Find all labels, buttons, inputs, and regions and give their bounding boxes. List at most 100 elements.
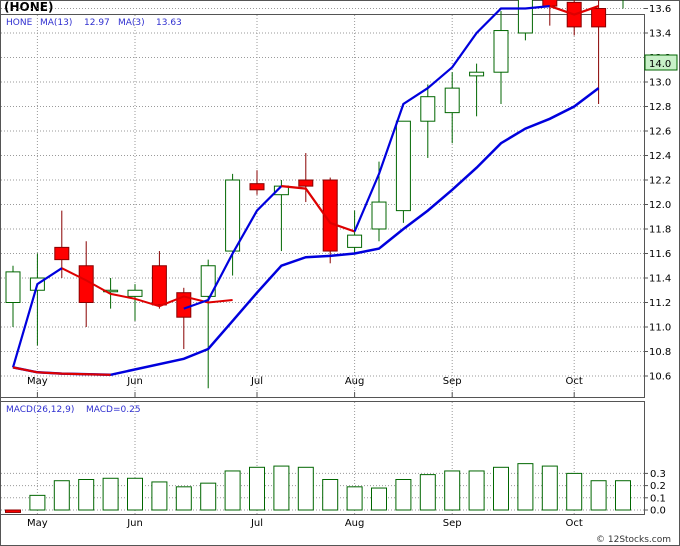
last-price-tag-value: 14.0	[649, 59, 671, 70]
price-y-tick-label: 10.6	[649, 372, 671, 383]
macd-bar	[224, 470, 241, 511]
price-y-tick-label: 12.6	[649, 127, 671, 138]
macd-bar	[590, 480, 607, 511]
price-y-tick-label: 11.2	[649, 298, 671, 309]
price-y-tick-label: 13.6	[649, 4, 671, 15]
price-x-tick-label: Jun	[126, 376, 143, 387]
price-panel: 10.6 10.8 11.0 11.2 11.4 11.6 11.8 12.0 12.2 12.4…	[0, 0, 678, 398]
price-y-tick-label: 12.0	[649, 200, 671, 211]
candle-down	[322, 179, 338, 252]
macd-bar	[541, 465, 558, 511]
credit-text: © 12Stocks.com	[596, 535, 671, 545]
price-x-tick-label: May	[27, 376, 48, 387]
price-y-tick-label: 12.4	[649, 151, 671, 162]
candle-up	[225, 179, 241, 252]
legend-ma3-label: MA(3)	[118, 18, 145, 28]
candle-up	[493, 30, 509, 73]
macd-bar	[346, 486, 363, 511]
legend-symbol: HONE	[6, 18, 33, 28]
macd-bar	[29, 494, 46, 511]
candlestick-series	[5, 0, 624, 389]
macd-bar	[566, 472, 583, 511]
legend-ma3-value: 13.63	[156, 18, 182, 28]
candle-down	[54, 246, 70, 261]
ma3-line-segment	[353, 5, 550, 232]
macd-x-tick-label: Oct	[566, 518, 583, 529]
macd-x-tick-label: Jun	[126, 518, 143, 529]
ma3-line-segment	[281, 185, 355, 233]
macd-bar	[175, 486, 192, 511]
price-y-tick-label: 11.4	[649, 274, 671, 285]
macd-bar	[200, 482, 217, 511]
macd-bar	[249, 466, 265, 511]
macd-bar	[517, 463, 534, 511]
price-y-tick-label: 10.8	[649, 347, 671, 358]
ma3-line-segment	[183, 185, 283, 310]
candle-down	[591, 8, 607, 28]
legend: HONE MA(13) 12.97 MA(3) 13.63	[6, 18, 182, 28]
price-plot-area	[0, 14, 645, 398]
last-price-tag: 14.0	[644, 54, 678, 71]
ma13-line-segment	[12, 366, 111, 376]
candle-up	[517, 0, 533, 34]
macd-bar	[419, 474, 436, 511]
ma3-line-segment	[11, 267, 63, 368]
price-x-tick-label: Aug	[345, 376, 365, 387]
candle-up	[127, 289, 143, 297]
candle-down	[298, 179, 314, 187]
price-y-tick-label: 12.8	[649, 102, 671, 113]
candle-down	[249, 183, 265, 191]
legend-ma13-value: 12.97	[84, 18, 110, 28]
last-price-tag-box	[644, 54, 678, 71]
macd-bar	[615, 480, 631, 511]
price-x-tick-label: Oct	[566, 376, 583, 387]
candle-up	[371, 201, 387, 230]
candle-up	[444, 87, 460, 114]
macd-bar	[53, 480, 70, 511]
macd-y-tick-label: 0.1	[650, 493, 666, 504]
macd-bar	[322, 479, 339, 511]
price-y-tick-label: 11.6	[649, 249, 671, 260]
price-y-tick-label: 12.2	[649, 176, 671, 187]
candle-up	[469, 71, 485, 77]
candle-down	[151, 265, 167, 306]
macd-bar	[78, 479, 95, 511]
macd-bar	[395, 479, 412, 511]
macd-bar	[444, 470, 461, 511]
macd-y-tick-label: 0.2	[650, 481, 666, 492]
candle-up	[347, 234, 363, 248]
macd-x-axis: May Jun Jul Aug Sep Oct	[27, 518, 583, 529]
macd-bar	[273, 465, 290, 511]
price-x-tick-label: Jul	[250, 376, 263, 387]
ma3-line-segment	[549, 5, 599, 16]
legend-ma13-label: MA(13)	[40, 18, 72, 28]
macd-y-axis: 0.0 0.10.20.3	[644, 469, 666, 517]
candle-up	[5, 271, 21, 303]
macd-bar	[102, 477, 119, 511]
candle-down	[542, 0, 558, 7]
macd-bar-series	[5, 463, 631, 513]
macd-panel: 0.0 0.10.20.3 May Jun Jul Aug Sep Oct MACD(26,…	[0, 401, 666, 529]
macd-y-tick-label: 0.0	[650, 506, 666, 517]
macd-bar	[297, 466, 314, 511]
macd-x-tick-label: Jul	[250, 518, 263, 529]
price-y-tick-label: 13.0	[649, 78, 671, 89]
price-y-tick-label: 11.0	[649, 323, 671, 334]
price-y-tick-label: 11.8	[649, 225, 671, 236]
ma13-line	[12, 87, 600, 377]
macd-x-tick-label: May	[27, 518, 48, 529]
macd-legend-name: MACD(26,12,9)	[6, 405, 74, 415]
candle-up	[200, 265, 216, 297]
price-y-tick-label: 13.4	[649, 29, 671, 40]
price-x-axis: May Jun Jul Aug Sep Oct	[27, 376, 583, 397]
macd-y-tick-label: 0.3	[650, 469, 666, 480]
macd-bar	[493, 466, 509, 511]
macd-legend-value: MACD=0.25	[86, 405, 141, 415]
macd-x-tick-label: Aug	[345, 518, 365, 529]
price-x-tick-label: Sep	[443, 376, 462, 387]
macd-bar	[371, 487, 387, 511]
macd-x-tick-label: Sep	[443, 518, 462, 529]
candle-up	[395, 120, 411, 212]
macd-bar	[5, 509, 21, 513]
